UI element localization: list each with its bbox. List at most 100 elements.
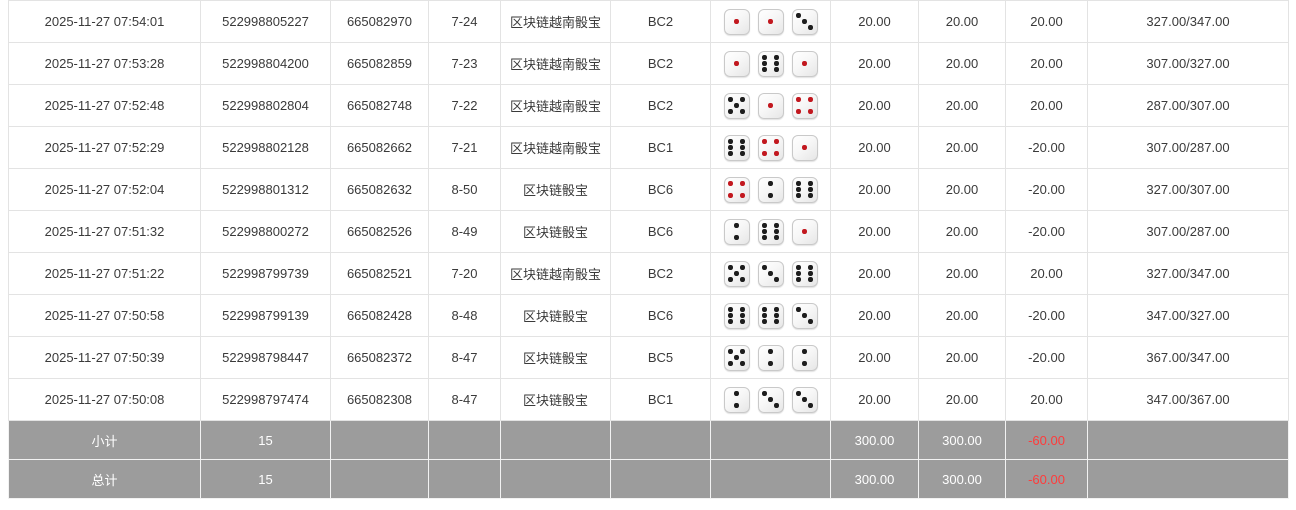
cell-bet-amount[interactable]: 20.00 [830,84,919,127]
die-face-1 [791,134,818,161]
cell-dice-result [710,126,831,169]
summary-row: 总计 15 300.00 300.00 -60.00 [8,459,1289,499]
summary-empty-table-round [428,420,501,460]
die-pip [802,313,807,318]
cell-time: 2025-11-27 07:50:39 [8,336,201,379]
die-face-4 [791,92,818,119]
cell-round-id: 665082372 [330,336,429,379]
cell-game-name: 区块链骰宝 [500,210,611,253]
die-pip [802,349,807,354]
cell-dice-result [710,168,831,211]
dice-group [717,218,824,245]
summary-empty-balance [1087,420,1289,460]
cell-bet-amount[interactable]: 20.00 [830,126,919,169]
die-pip [768,19,773,24]
die-pip [774,319,779,324]
die-pip [802,19,807,24]
die-face-2 [723,218,750,245]
cell-round-id: 665082970 [330,0,429,43]
cell-dice-result [710,336,831,379]
cell-round-id: 665082748 [330,84,429,127]
die-pip [734,391,739,396]
die-pip [808,187,813,192]
cell-balance: 327.00/347.00 [1087,0,1289,43]
cell-payout: 20.00 [1005,252,1088,295]
cell-time: 2025-11-27 07:51:22 [8,252,201,295]
die-pip [762,265,767,270]
die-pip [774,61,779,66]
summary-count: 15 [200,420,331,460]
die-pip [734,19,739,24]
die-pip [774,313,779,318]
cell-bet-code: BC2 [610,84,711,127]
die-pip [728,151,733,156]
die-pip [762,67,767,72]
cell-bet-amount[interactable]: 20.00 [830,210,919,253]
die-pip [796,13,801,18]
cell-bet-amount[interactable]: 20.00 [830,42,919,85]
cell-bet-id: 522998799139 [200,294,331,337]
summary-empty-round-id [330,459,429,499]
cell-bet-amount[interactable]: 20.00 [830,252,919,295]
cell-bet-amount[interactable]: 20.00 [830,0,919,43]
die-pip [808,403,813,408]
die-face-1 [757,8,784,35]
die-pip [762,391,767,396]
die-pip [796,193,801,198]
cell-balance: 367.00/347.00 [1087,336,1289,379]
die-face-3 [791,386,818,413]
die-pip [802,61,807,66]
cell-payout: -20.00 [1005,126,1088,169]
cell-payout: -20.00 [1005,210,1088,253]
summary-bet-amount: 300.00 [830,459,919,499]
cell-dice-result [710,378,831,421]
cell-bet-amount[interactable]: 20.00 [830,336,919,379]
dice-group [717,50,824,77]
die-pip [740,139,745,144]
cell-bet-amount[interactable]: 20.00 [830,168,919,211]
cell-bet-code: BC5 [610,336,711,379]
die-face-4 [723,176,750,203]
table-row: 2025-11-27 07:52:29 522998802128 665082662… [8,126,1289,169]
die-pip [768,349,773,354]
die-pip [802,397,807,402]
dice-group [717,8,824,35]
cell-game-name: 区块链越南骰宝 [500,126,611,169]
die-pip [762,313,767,318]
die-pip [740,313,745,318]
die-pip [740,109,745,114]
summary-valid-amount: 300.00 [918,420,1006,460]
cell-bet-amount[interactable]: 20.00 [830,378,919,421]
die-pip [762,151,767,156]
cell-balance: 287.00/307.00 [1087,84,1289,127]
cell-bet-code: BC2 [610,252,711,295]
die-face-6 [757,50,784,77]
cell-bet-id: 522998798447 [200,336,331,379]
summary-count: 15 [200,459,331,499]
summary-row: 小计 15 300.00 300.00 -60.00 [8,420,1289,460]
cell-dice-result [710,294,831,337]
cell-valid-amount: 20.00 [918,84,1006,127]
die-pip [802,361,807,366]
cell-balance: 347.00/367.00 [1087,378,1289,421]
cell-valid-amount: 20.00 [918,168,1006,211]
cell-balance: 347.00/327.00 [1087,294,1289,337]
bet-history-table: 2025-11-27 07:54:01 522998805227 665082970… [8,0,1289,499]
die-face-6 [791,260,818,287]
die-pip [808,97,813,102]
die-face-2 [723,386,750,413]
die-pip [728,193,733,198]
die-pip [808,193,813,198]
die-pip [768,271,773,276]
die-pip [734,235,739,240]
summary-empty-code [610,420,711,460]
cell-time: 2025-11-27 07:51:32 [8,210,201,253]
cell-payout: 20.00 [1005,42,1088,85]
die-pip [762,55,767,60]
table-row: 2025-11-27 07:51:22 522998799739 665082521… [8,252,1289,295]
cell-bet-amount[interactable]: 20.00 [830,294,919,337]
die-pip [774,151,779,156]
cell-bet-id: 522998802128 [200,126,331,169]
cell-game-name: 区块链越南骰宝 [500,0,611,43]
